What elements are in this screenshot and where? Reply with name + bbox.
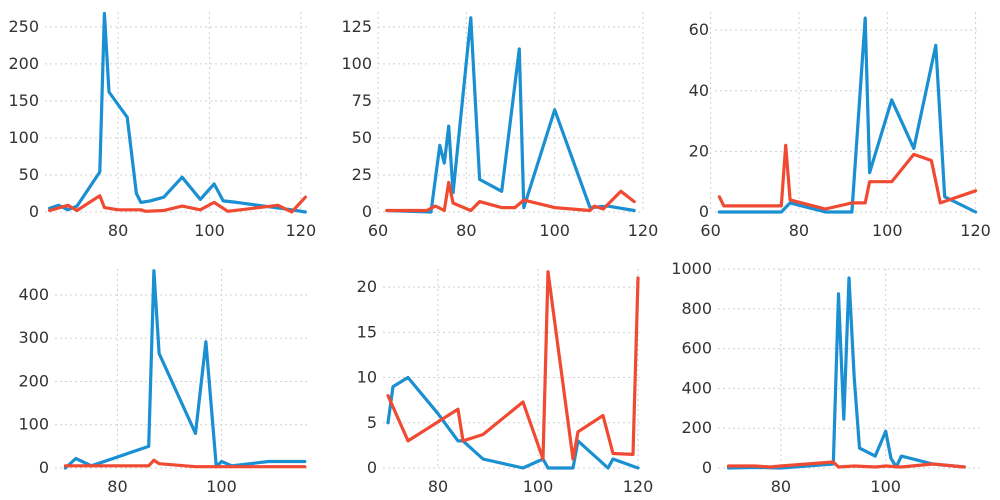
y-tick-label: 50	[19, 165, 39, 184]
x-tick-label: 120	[623, 477, 654, 496]
x-tick-label: 80	[771, 477, 791, 496]
y-tick-label: 15	[357, 322, 377, 341]
plot-area: 0 25 50 75 100 125 60 80 100 120	[341, 12, 658, 240]
y-tick-label: 800	[681, 299, 712, 318]
y-tick-label: 10	[357, 368, 377, 387]
y-tick-label: 125	[341, 17, 372, 36]
x-tick-label: 60	[368, 221, 388, 240]
y-tick-label: 20	[357, 277, 377, 296]
series-red-line	[385, 180, 636, 213]
y-tick-label: 60	[689, 20, 709, 39]
x-tick-label: 80	[456, 221, 476, 240]
x-tick-label: 60	[700, 221, 720, 240]
x-tick-label: 80	[107, 477, 127, 496]
plot-area: 0 50 100 150 200 250 80 100 120	[8, 11, 316, 240]
series-blue-line	[63, 269, 307, 470]
plot-area: 0 20 40 60 60 80 100 120	[689, 12, 991, 240]
series-red-line	[726, 460, 966, 469]
x-tick-label: 100	[539, 221, 570, 240]
y-tick-label: 100	[18, 415, 49, 434]
y-tick-label: 40	[689, 81, 709, 100]
subplot-4: 0 100 200 300 400 80 100	[18, 269, 310, 496]
x-tick-label: 100	[206, 477, 237, 496]
x-tick-label: 80	[789, 221, 809, 240]
y-tick-label: 20	[689, 141, 709, 160]
subplot-5: 0 5 10 15 20 80 100 120	[357, 269, 653, 496]
plot-area: 0 100 200 300 400 80 100	[18, 269, 310, 496]
y-tick-label: 0	[702, 458, 712, 477]
y-tick-label: 0	[362, 202, 372, 221]
x-tick-label: 120	[286, 221, 317, 240]
series-red-line	[717, 143, 978, 211]
y-tick-label: 5	[367, 413, 377, 432]
y-tick-label: 1000	[671, 259, 712, 278]
series-blue-line	[386, 375, 640, 470]
y-tick-label: 200	[681, 418, 712, 437]
x-tick-label: 100	[872, 221, 903, 240]
y-tick-label: 600	[681, 339, 712, 358]
x-tick-label: 100	[194, 221, 225, 240]
y-tick-label: 100	[341, 54, 372, 73]
y-tick-label: 0	[29, 202, 39, 221]
x-tick-label: 120	[628, 221, 659, 240]
x-tick-label: 80	[428, 477, 448, 496]
y-tick-label: 400	[18, 285, 49, 304]
y-tick-label: 0	[39, 458, 49, 477]
y-tick-label: 300	[18, 328, 49, 347]
subplot-6: 0 200 400 600 800 1000 80 100	[671, 259, 980, 496]
plot-area: 0 200 400 600 800 1000 80 100	[671, 259, 980, 496]
y-tick-label: 200	[18, 371, 49, 390]
subplot-3: 0 20 40 60 60 80 100 120	[689, 12, 991, 240]
series-red-line	[386, 270, 640, 461]
y-tick-label: 200	[8, 54, 39, 73]
subplot-2: 0 25 50 75 100 125 60 80 100 120	[341, 12, 658, 240]
x-tick-label: 80	[108, 221, 128, 240]
y-tick-label: 0	[367, 458, 377, 477]
series-red-line	[63, 458, 307, 469]
series-blue-line	[385, 16, 636, 214]
series-blue-line	[47, 11, 307, 214]
x-tick-label: 120	[960, 221, 991, 240]
y-tick-label: 100	[8, 128, 39, 147]
y-tick-label: 400	[681, 378, 712, 397]
subplot-1: 0 50 100 150 200 250 80 100 120	[8, 11, 316, 240]
series-red-line	[47, 194, 307, 214]
y-tick-label: 0	[699, 202, 709, 221]
y-tick-label: 250	[8, 17, 39, 36]
y-tick-label: 75	[352, 91, 372, 110]
series-blue-line	[726, 276, 966, 470]
y-tick-label: 50	[352, 128, 372, 147]
x-tick-label: 100	[523, 477, 554, 496]
y-tick-label: 25	[352, 165, 372, 184]
x-tick-label: 100	[870, 477, 901, 496]
series-blue-line	[717, 16, 978, 214]
y-tick-label: 150	[8, 91, 39, 110]
plot-area: 0 5 10 15 20 80 100 120	[357, 269, 653, 496]
